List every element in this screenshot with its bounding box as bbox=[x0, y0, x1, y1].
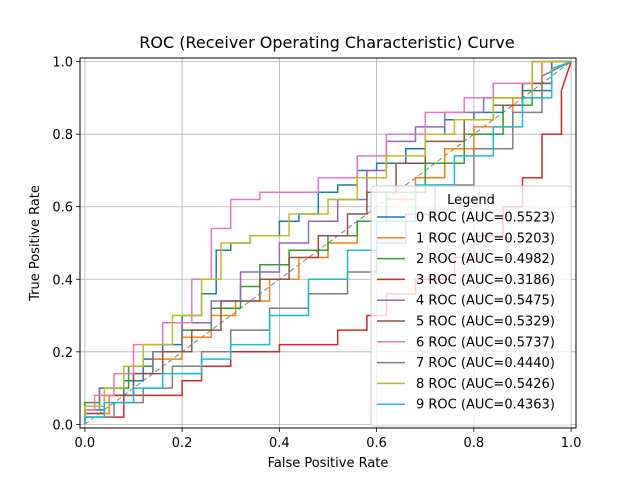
legend-label-1: 1 ROC (AUC=0.5203) bbox=[416, 231, 555, 246]
x-axis-title: False Positive Rate bbox=[268, 456, 389, 471]
y-tick-label: 0.8 bbox=[52, 128, 73, 143]
chart-title: ROC (Receiver Operating Characteristic) … bbox=[139, 33, 514, 52]
legend-box bbox=[370, 185, 572, 427]
axis-ticks: 0.00.0 0.2 0.2 0.4 0.4 0.6 0.6 0.8 0.8 1.0 1.0 bbox=[52, 56, 581, 451]
legend-label-0: 0 ROC (AUC=0.5523) bbox=[416, 211, 555, 226]
diagonal-line bbox=[84, 61, 572, 425]
y-axis-title: True Positive Rate bbox=[28, 185, 43, 302]
x-tick-label: 0.2 bbox=[172, 436, 193, 451]
roc-series bbox=[84, 60, 572, 425]
legend-label-2: 2 ROC (AUC=0.4982) bbox=[416, 252, 555, 267]
x-tick-label: 0.8 bbox=[464, 436, 485, 451]
legend-label-8: 8 ROC (AUC=0.5426) bbox=[416, 377, 555, 392]
y-tick-label: 0.2 bbox=[52, 346, 73, 361]
legend-label-9: 9 ROC (AUC=0.4363) bbox=[416, 398, 555, 413]
series-line-9 bbox=[84, 60, 572, 425]
legend-label-5: 5 ROC (AUC=0.5329) bbox=[416, 315, 555, 330]
x-tick-label: 0.6 bbox=[366, 436, 387, 451]
x-tick-label: 1.0 bbox=[561, 436, 582, 451]
series-line-6 bbox=[84, 60, 572, 425]
legend-label-3: 3 ROC (AUC=0.3186) bbox=[416, 273, 555, 288]
series-line-8 bbox=[84, 60, 572, 425]
legend: Legend 0 ROC (AUC=0.5523) 1 ROC (AUC=0.520… bbox=[370, 185, 572, 427]
y-tick-label: 1.0 bbox=[52, 56, 73, 71]
y-tick-label: 0.0 bbox=[52, 418, 73, 433]
y-tick-label: 0.4 bbox=[52, 273, 73, 288]
chance-diagonal bbox=[84, 61, 572, 425]
legend-label-7: 7 ROC (AUC=0.4440) bbox=[416, 356, 555, 371]
x-tick-label: 0.4 bbox=[269, 436, 290, 451]
plot-frame bbox=[79, 57, 577, 429]
legend-label-6: 6 ROC (AUC=0.5737) bbox=[416, 335, 555, 350]
legend-title: Legend bbox=[447, 193, 495, 208]
x-tick-label: 0.0 bbox=[75, 436, 96, 451]
legend-label-4: 4 ROC (AUC=0.5475) bbox=[416, 294, 555, 309]
y-tick-label: 0.6 bbox=[52, 201, 73, 216]
